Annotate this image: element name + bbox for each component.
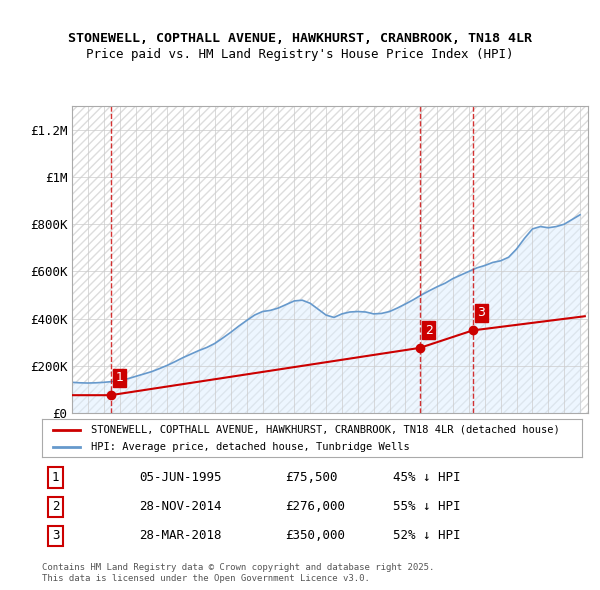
Text: Contains HM Land Registry data © Crown copyright and database right 2025.
This d: Contains HM Land Registry data © Crown c… xyxy=(42,563,434,583)
Text: £75,500: £75,500 xyxy=(285,471,337,484)
Text: 3: 3 xyxy=(478,306,485,319)
Text: HPI: Average price, detached house, Tunbridge Wells: HPI: Average price, detached house, Tunb… xyxy=(91,441,409,451)
Text: 1: 1 xyxy=(115,371,123,384)
Text: Price paid vs. HM Land Registry's House Price Index (HPI): Price paid vs. HM Land Registry's House … xyxy=(86,48,514,61)
Text: 2: 2 xyxy=(425,324,433,337)
Text: £276,000: £276,000 xyxy=(285,500,345,513)
Text: 1: 1 xyxy=(52,471,59,484)
Text: 52% ↓ HPI: 52% ↓ HPI xyxy=(393,529,461,542)
Text: £350,000: £350,000 xyxy=(285,529,345,542)
Text: STONEWELL, COPTHALL AVENUE, HAWKHURST, CRANBROOK, TN18 4LR: STONEWELL, COPTHALL AVENUE, HAWKHURST, C… xyxy=(68,32,532,45)
Text: 45% ↓ HPI: 45% ↓ HPI xyxy=(393,471,461,484)
Text: 2: 2 xyxy=(52,500,59,513)
Text: STONEWELL, COPTHALL AVENUE, HAWKHURST, CRANBROOK, TN18 4LR (detached house): STONEWELL, COPTHALL AVENUE, HAWKHURST, C… xyxy=(91,425,559,435)
Text: 28-NOV-2014: 28-NOV-2014 xyxy=(139,500,222,513)
Text: 3: 3 xyxy=(52,529,59,542)
Text: 28-MAR-2018: 28-MAR-2018 xyxy=(139,529,222,542)
Text: 55% ↓ HPI: 55% ↓ HPI xyxy=(393,500,461,513)
Text: 05-JUN-1995: 05-JUN-1995 xyxy=(139,471,222,484)
